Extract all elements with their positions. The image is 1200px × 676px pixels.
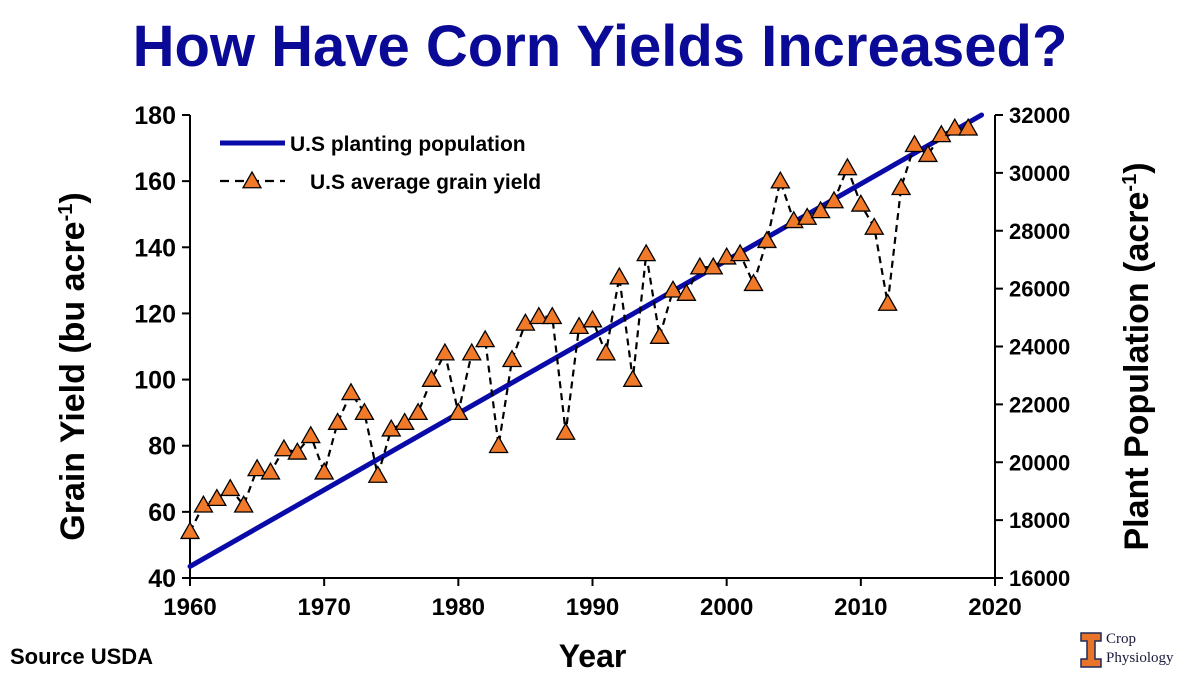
- grain-yield-point: [287, 442, 308, 460]
- grain-yield-point: [609, 266, 630, 285]
- grain-yield-point: [475, 329, 496, 348]
- grain-yield-point: [958, 117, 979, 136]
- grain-yield-point: [555, 422, 576, 440]
- grain-yield-point: [314, 461, 335, 480]
- logo-line2: Physiology: [1106, 650, 1174, 666]
- grain-yield-point: [461, 342, 482, 361]
- series-layer: [179, 112, 985, 569]
- grain-yield-point: [689, 256, 710, 275]
- planting-population-line: [187, 112, 985, 569]
- y2-tick-label: 24000: [1009, 335, 1070, 360]
- y2-tick-label: 28000: [1009, 219, 1070, 244]
- y-tick-label: 160: [134, 168, 176, 196]
- grain-yield-point: [837, 157, 858, 176]
- grain-yield-point: [300, 425, 321, 444]
- y-tick-label: 120: [134, 300, 176, 328]
- crop-physiology-logo: Crop Physiology: [1080, 630, 1190, 672]
- source-note: Source USDA: [10, 644, 154, 669]
- grain-yield-point: [528, 306, 549, 325]
- logo-text: Crop Physiology: [1106, 630, 1174, 668]
- legend-label-yield: U.S average grain yield: [310, 171, 541, 194]
- grain-yield-point: [260, 461, 281, 480]
- y-tick-label: 60: [148, 499, 176, 527]
- y2-tick-label: 26000: [1009, 277, 1070, 302]
- grain-yield-point: [246, 458, 268, 477]
- x-tick-label: 1980: [432, 594, 485, 621]
- grain-yield-point: [179, 521, 201, 540]
- grain-yield-point: [407, 402, 429, 421]
- grain-yield-point: [233, 494, 254, 513]
- grain-yield-point: [864, 217, 885, 235]
- grain-yield-point: [273, 438, 295, 457]
- illinois-i-logo-icon: [1080, 632, 1102, 668]
- grain-yield-point: [703, 256, 724, 275]
- axes: 1960 1970 1980 1990 2000 2010 2020 40 60 80 100 120…: [134, 102, 1070, 621]
- chart-title: How Have Corn Yields Increased?: [132, 14, 1068, 79]
- grain-yield-point: [421, 369, 442, 387]
- legend-marker-yield: [241, 170, 263, 189]
- y-tick-label: 100: [134, 367, 176, 395]
- grain-yield-point: [850, 193, 871, 212]
- grain-yield-point: [944, 117, 965, 136]
- x-tick-label: 1990: [566, 594, 619, 621]
- y-tick-label: 180: [134, 102, 176, 130]
- grain-yield-point: [622, 369, 643, 387]
- grain-yield-point: [649, 326, 670, 344]
- grain-yield-point: [434, 342, 456, 361]
- legend: U.S planting population U.S average grain…: [220, 133, 541, 194]
- grain-yield-point: [488, 435, 509, 454]
- y2-tick-label: 20000: [1009, 450, 1070, 475]
- x-tick-label: 2020: [968, 594, 1021, 621]
- y2-tick-label: 18000: [1009, 508, 1070, 533]
- grain-yield-point: [770, 170, 791, 189]
- x-tick-label: 2000: [700, 594, 753, 621]
- x-tick-label: 1960: [163, 594, 216, 621]
- y2-tick-label: 16000: [1009, 566, 1070, 591]
- y-axis-label: Grain Yield (bu acre-1): [54, 192, 92, 540]
- grain-yield-point: [220, 478, 241, 497]
- y-tick-label: 40: [148, 565, 176, 593]
- y2-tick-label: 22000: [1009, 392, 1070, 417]
- grain-yield-point: [327, 412, 348, 430]
- grain-yield-point: [542, 306, 563, 325]
- x-tick-label: 2010: [834, 594, 887, 621]
- grain-yield-point: [206, 488, 227, 507]
- grain-yield-point: [756, 230, 778, 249]
- grain-yield-point: [662, 279, 684, 298]
- logo-line1: Crop: [1106, 631, 1136, 647]
- grain-yield-point: [354, 402, 375, 421]
- legend-label-population: U.S planting population: [290, 133, 526, 156]
- grain-yield-point: [448, 402, 469, 421]
- x-tick-label: 1970: [297, 594, 350, 621]
- axis-labels: Year Grain Yield (bu acre-1) Plant Populat…: [54, 162, 1156, 674]
- grain-yield-point: [676, 283, 697, 301]
- grain-yield-point: [595, 342, 617, 361]
- grain-yield-point: [904, 134, 925, 153]
- grain-yield-point: [636, 243, 657, 262]
- y2-axis-label: Plant Population (acre-1): [1118, 162, 1156, 550]
- grain-yield-point: [582, 309, 603, 328]
- grain-yield-point: [890, 177, 912, 196]
- grain-yield-point: [367, 465, 388, 483]
- y2-tick-label: 32000: [1009, 103, 1070, 128]
- grain-yield-point: [877, 293, 898, 311]
- y-tick-label: 140: [134, 234, 176, 262]
- grain-yield-point: [810, 200, 831, 219]
- x-axis-label: Year: [559, 638, 627, 674]
- grain-yield-point: [729, 243, 751, 262]
- y2-tick-label: 30000: [1009, 161, 1070, 186]
- grain-yield-point: [340, 382, 362, 401]
- grain-yield-point: [743, 273, 764, 292]
- y-tick-label: 80: [148, 433, 176, 461]
- grain-yield-point: [823, 190, 845, 209]
- grain-yield-point: [501, 349, 523, 368]
- grain-yield-point: [917, 144, 939, 163]
- grain-yield-point: [394, 412, 415, 430]
